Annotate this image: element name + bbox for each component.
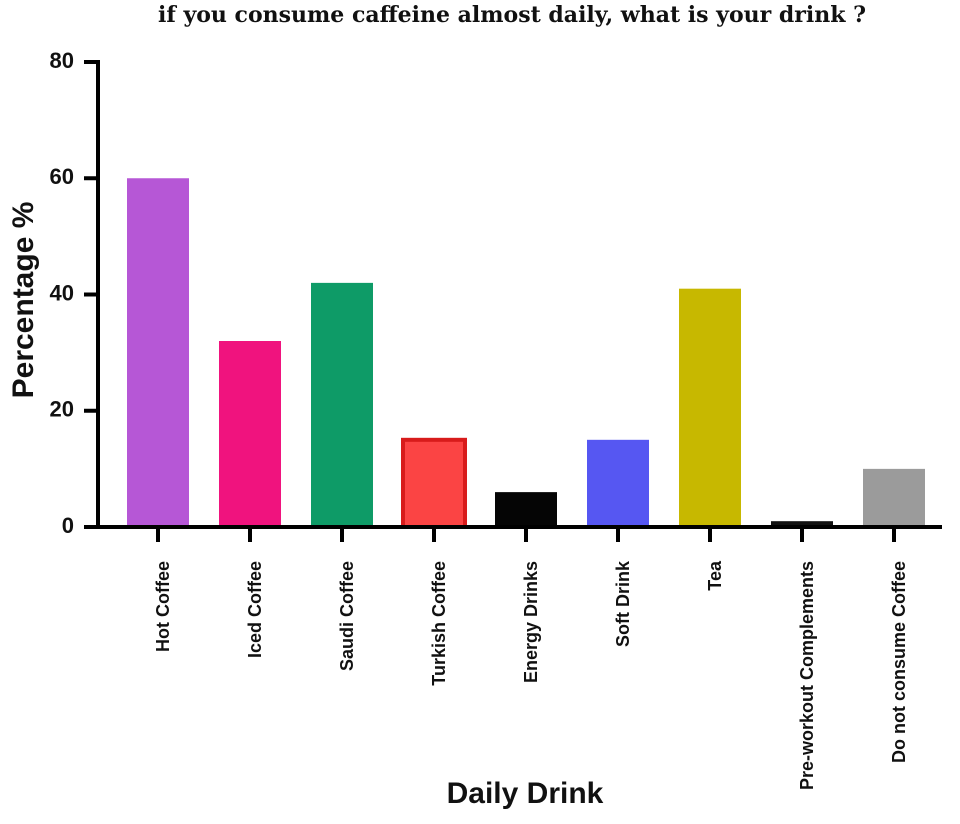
bar-do-not-consume-coffee — [863, 468, 925, 527]
x-tick-label: Iced Coffee — [245, 561, 265, 658]
bars-group — [127, 178, 925, 529]
y-axis-title: Percentage % — [7, 202, 40, 399]
x-tick-label: Energy Drinks — [521, 561, 541, 683]
x-tick-label: Turkish Coffee — [429, 561, 449, 686]
y-tick-label: 60 — [50, 164, 74, 189]
x-axis-ticks: Hot Coffee Iced Coffee Saudi Coffee Turkish… — [153, 527, 909, 790]
x-tick-label: Hot Coffee — [153, 561, 173, 652]
x-tick-label: Pre-workout Complements — [797, 561, 817, 790]
bar-saudi-coffee — [311, 282, 373, 527]
bar-hot-coffee — [127, 178, 189, 527]
x-tick-label: Soft Drink — [613, 560, 633, 647]
bar-tea — [679, 288, 741, 527]
bar-pre-workout-complements — [771, 521, 833, 527]
bar-energy-drinks — [495, 492, 557, 527]
x-tick-label: Tea — [705, 560, 725, 591]
x-tick-label: Do not consume Coffee — [889, 561, 909, 763]
y-axis-ticks: 0 20 40 60 80 — [50, 48, 98, 538]
chart-title: if you consume caffeine almost daily, wh… — [158, 2, 866, 28]
x-tick-label: Saudi Coffee — [337, 561, 357, 671]
y-tick-label: 40 — [50, 280, 74, 305]
x-axis-title: Daily Drink — [447, 777, 604, 810]
bar-soft-drink — [587, 439, 649, 527]
bar-iced-coffee — [219, 341, 281, 527]
y-tick-label: 20 — [50, 397, 74, 422]
y-tick-label: 80 — [50, 48, 74, 73]
bar-turkish-coffee — [401, 437, 467, 529]
y-tick-label: 0 — [62, 513, 74, 538]
